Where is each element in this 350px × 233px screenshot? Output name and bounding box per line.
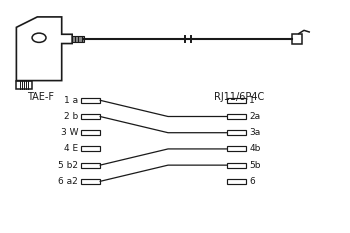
Text: 5 b2: 5 b2 bbox=[58, 161, 78, 170]
Text: 2a: 2a bbox=[249, 112, 260, 121]
Bar bbox=[81, 179, 100, 184]
Bar bbox=[81, 146, 100, 151]
Text: 3 W: 3 W bbox=[61, 128, 78, 137]
Bar bbox=[81, 130, 100, 135]
Text: 4b: 4b bbox=[249, 144, 261, 153]
Text: 1: 1 bbox=[249, 96, 255, 105]
Bar bbox=[81, 98, 100, 103]
Bar bbox=[16, 81, 32, 89]
Text: RJ11/6P4C: RJ11/6P4C bbox=[214, 92, 265, 102]
Bar bbox=[292, 34, 302, 44]
Bar bbox=[72, 36, 84, 42]
Bar bbox=[227, 98, 246, 103]
Text: 1 a: 1 a bbox=[64, 96, 78, 105]
Bar bbox=[227, 146, 246, 151]
Text: 2 b: 2 b bbox=[64, 112, 78, 121]
Text: 3a: 3a bbox=[249, 128, 260, 137]
Bar bbox=[227, 179, 246, 184]
Text: 6 a2: 6 a2 bbox=[58, 177, 78, 186]
Bar bbox=[227, 130, 246, 135]
Text: 4 E: 4 E bbox=[64, 144, 78, 153]
Bar bbox=[81, 163, 100, 168]
Text: 6: 6 bbox=[249, 177, 255, 186]
Text: TAE-F: TAE-F bbox=[27, 92, 54, 102]
Bar bbox=[227, 114, 246, 119]
Bar bbox=[81, 114, 100, 119]
Bar bbox=[227, 163, 246, 168]
Text: 5b: 5b bbox=[249, 161, 261, 170]
